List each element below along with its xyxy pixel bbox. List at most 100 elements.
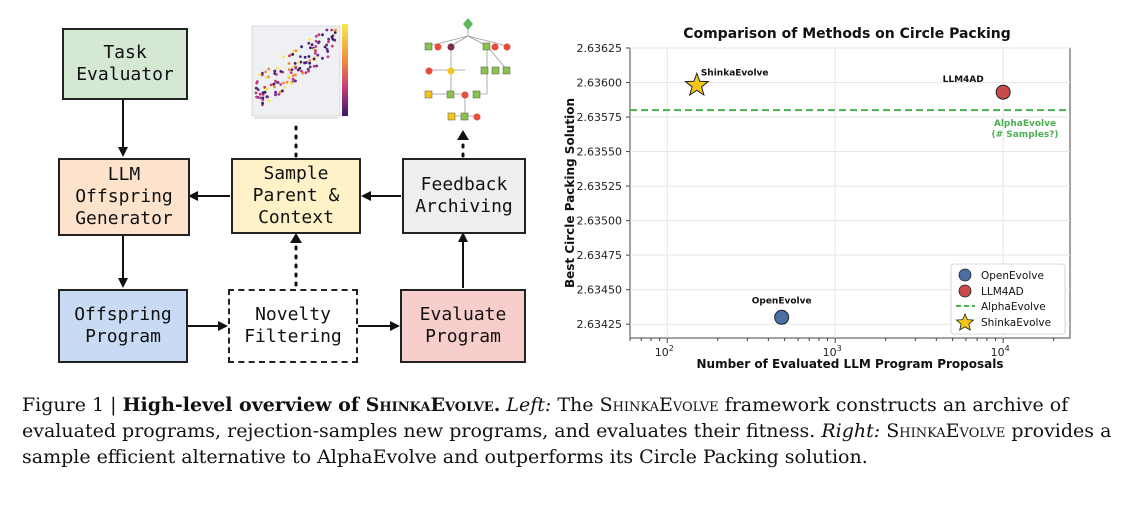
thumbnail-dot <box>331 44 334 48</box>
sample-parent-context-box: Sample Parent & Context <box>231 158 361 234</box>
thumbnail-dot <box>274 90 277 94</box>
thumbnail-dot <box>291 74 295 77</box>
thumbnail-dot <box>326 50 330 53</box>
thumbnail-dot <box>255 80 259 83</box>
thumbnail-dot <box>268 99 271 103</box>
thumbnail-dot <box>263 85 267 89</box>
x-tick-exponent: 3 <box>837 344 842 353</box>
caption-figure-label: Figure 1 | <box>22 394 123 416</box>
thumbnail-dot <box>297 60 300 64</box>
thumbnail-dot <box>307 41 311 45</box>
thumbnail-dot <box>269 83 273 87</box>
thumbnail-dot <box>327 40 330 44</box>
thumbnail-dot <box>285 80 289 84</box>
x-axis-label: Number of Evaluated LLM Program Proposal… <box>696 357 1003 371</box>
thumbnail-dot <box>330 28 334 32</box>
thumbnail-dot <box>309 46 312 50</box>
thumbnail-dot <box>282 81 285 85</box>
thumbnail-dot <box>264 70 267 74</box>
thumbnail-dot <box>276 66 279 70</box>
thumbnail-dot <box>264 76 268 79</box>
thumbnail-dot <box>275 73 278 76</box>
thumbnail-dot <box>289 71 293 74</box>
thumbnail-dot <box>291 49 295 53</box>
caption-bold-prefix: High-level overview of <box>122 394 366 416</box>
thumbnail-dot <box>274 93 277 97</box>
thumbnail-dot <box>321 56 324 60</box>
thumbnail-dot <box>327 37 330 41</box>
y-axis-label: Best Circle Packing Solution <box>563 98 577 288</box>
thumbnail-dot <box>316 53 320 57</box>
thumbnail-dot <box>273 69 276 73</box>
y-tick-label: 2.63600 <box>577 77 623 90</box>
thumbnail-dot <box>299 60 303 64</box>
thumbnail-dot <box>287 75 291 78</box>
thumbnail-dot <box>273 85 276 89</box>
thumbnail-dot <box>326 55 330 59</box>
y-tick-label: 2.63425 <box>577 318 623 331</box>
thumbnail-dot <box>279 83 283 86</box>
offspring-program-box: Offspring Program <box>58 289 188 363</box>
point-label-shinkaevolve: ShinkaEvolve <box>701 68 769 78</box>
thumbnail-dot <box>317 33 321 37</box>
caption-bold-name: ShinkaEvolve <box>365 394 494 416</box>
thumbnail-dot <box>300 69 303 73</box>
thumbnail-dot <box>330 35 334 39</box>
x-tick-exponent: 2 <box>669 344 674 353</box>
thumbnail-dot <box>299 55 302 58</box>
x-tick-label: 102 <box>655 344 674 359</box>
tree-thumbnail <box>424 18 511 121</box>
thumbnail-dot <box>290 68 294 72</box>
scatter-thumbnail <box>251 24 348 119</box>
point-llm4ad <box>995 84 1011 100</box>
thumbnail-dot <box>282 55 286 59</box>
thumbnail-dot <box>267 67 271 71</box>
llm-offspring-generator-box: LLM Offspring Generator <box>58 158 190 236</box>
thumbnail-dot <box>304 71 308 75</box>
thumbnail-dot <box>287 62 291 65</box>
thumbnail-dot <box>261 71 264 75</box>
thumbnail-dot <box>254 86 258 90</box>
thumbnail-dot <box>321 33 324 37</box>
thumbnail-dot <box>308 65 312 69</box>
thumbnail-dot <box>261 101 264 105</box>
thumbnail-dot <box>258 92 262 96</box>
thumbnail-dot <box>314 34 318 38</box>
thumbnail-dot <box>265 87 269 91</box>
thumbnail-dot <box>301 71 305 75</box>
thumbnail-dot <box>314 45 318 48</box>
thumbnail-dot <box>255 95 258 99</box>
thumbnail-dot <box>281 89 284 93</box>
task-evaluator-box: Task Evaluator <box>62 28 188 100</box>
thumbnail-dot <box>317 41 320 45</box>
thumbnail-dot <box>278 90 282 94</box>
y-tick-label: 2.63550 <box>577 146 623 159</box>
thumbnail-dot <box>303 55 307 59</box>
caption-text-b: framework constructs an archive of evalu… <box>22 394 1069 442</box>
circle-packing-chart: Comparison of Methods on Circle Packing … <box>563 26 1071 371</box>
thumbnail-dot <box>294 73 297 77</box>
thumbnail-dot <box>300 45 303 49</box>
thumbnail-dot <box>294 49 298 53</box>
thumbnail-dot <box>331 37 335 41</box>
thumbnail-dot <box>283 86 287 89</box>
evaluate-program-box: Evaluate Program <box>400 289 526 363</box>
point-label-llm4ad: LLM4AD <box>943 75 984 85</box>
alphaevolve-annotation-line2: (# Samples?) <box>991 130 1058 140</box>
thumbnail-dot <box>314 49 317 53</box>
point-label-openevolve: OpenEvolve <box>752 296 812 306</box>
caption-left-label: Left: <box>506 394 552 416</box>
thumbnail-dot <box>287 68 291 72</box>
thumbnail-dot <box>313 51 317 55</box>
caption-name-b: ShinkaEvolve <box>886 420 1006 442</box>
point-shinkaevolve <box>684 71 710 97</box>
y-tick-label: 2.63475 <box>577 249 623 262</box>
feedback-archiving-box: Feedback Archiving <box>402 158 526 234</box>
y-tick-label: 2.63575 <box>577 111 623 124</box>
legend-label-openevolve: OpenEvolve <box>981 270 1044 282</box>
caption-right-label: Right: <box>821 420 881 442</box>
thumbnail-dot <box>325 28 329 32</box>
figure-caption: Figure 1 | High-level overview of Shinka… <box>22 392 1122 470</box>
thumbnail-dot <box>315 64 318 68</box>
chart-title: Comparison of Methods on Circle Packing <box>683 26 1011 42</box>
